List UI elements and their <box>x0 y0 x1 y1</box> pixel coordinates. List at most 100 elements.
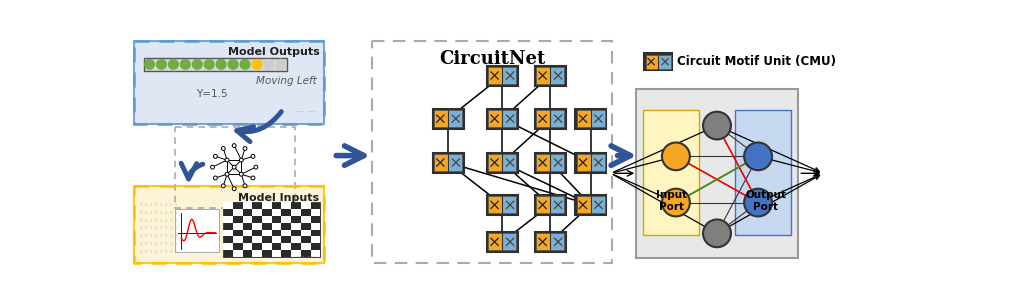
Bar <box>252 209 262 216</box>
Bar <box>486 232 518 252</box>
Bar <box>372 41 612 263</box>
Bar <box>310 223 321 230</box>
Circle shape <box>205 59 214 69</box>
Bar <box>449 154 462 171</box>
Bar <box>535 109 566 129</box>
Bar <box>134 41 324 124</box>
Bar <box>223 202 233 209</box>
Circle shape <box>144 59 155 69</box>
Bar <box>262 202 271 209</box>
Bar <box>233 236 243 243</box>
Bar <box>550 233 564 250</box>
Circle shape <box>243 184 247 188</box>
Text: l l l l l l l l: l l l l l l l l <box>140 211 178 215</box>
Bar <box>143 58 287 71</box>
Bar <box>301 243 310 250</box>
Bar <box>291 250 301 257</box>
Text: Input
Port: Input Port <box>655 190 687 212</box>
Circle shape <box>193 59 202 69</box>
Bar <box>243 230 252 236</box>
Circle shape <box>276 59 286 69</box>
Bar <box>233 250 243 257</box>
Bar <box>575 109 606 129</box>
Bar <box>488 233 503 250</box>
Circle shape <box>225 158 229 162</box>
Bar <box>577 110 591 127</box>
Bar <box>252 223 262 230</box>
Circle shape <box>232 187 237 191</box>
Circle shape <box>662 143 690 170</box>
Bar <box>282 243 291 250</box>
Bar <box>537 67 550 84</box>
Bar <box>577 196 591 213</box>
Bar <box>486 66 518 85</box>
Bar <box>486 153 518 172</box>
Circle shape <box>169 59 178 69</box>
Text: Moving Left: Moving Left <box>256 76 316 86</box>
Bar <box>658 55 671 69</box>
Text: l l l l l l l l: l l l l l l l l <box>140 219 178 223</box>
Bar <box>243 216 252 223</box>
Text: Circuit Motif Unit (CMU): Circuit Motif Unit (CMU) <box>677 55 836 68</box>
Bar <box>282 230 291 236</box>
Bar <box>488 67 503 84</box>
Bar <box>310 236 321 243</box>
Bar <box>449 110 462 127</box>
Bar <box>537 154 550 171</box>
Bar <box>174 127 295 208</box>
Bar <box>537 233 550 250</box>
Bar <box>537 196 550 213</box>
Bar <box>301 230 310 236</box>
Circle shape <box>240 158 244 162</box>
Text: ... ...: ... ... <box>296 105 316 114</box>
Bar <box>252 236 262 243</box>
Bar <box>262 230 271 236</box>
Bar <box>550 154 564 171</box>
Bar <box>488 110 503 127</box>
Bar <box>644 53 672 70</box>
Bar <box>550 196 564 213</box>
Bar <box>262 243 271 250</box>
Circle shape <box>254 165 258 169</box>
Bar <box>301 216 310 223</box>
Circle shape <box>225 172 229 176</box>
Circle shape <box>213 176 217 180</box>
Text: l l l l l l l l: l l l l l l l l <box>140 226 178 230</box>
Circle shape <box>264 59 273 69</box>
Bar <box>575 153 606 172</box>
Bar <box>282 216 291 223</box>
Circle shape <box>662 189 690 217</box>
Bar <box>735 110 791 235</box>
Circle shape <box>228 59 238 69</box>
Bar <box>291 209 301 216</box>
Circle shape <box>703 220 731 247</box>
Circle shape <box>744 143 772 170</box>
Bar <box>503 154 516 171</box>
Bar <box>174 210 219 252</box>
Bar <box>432 109 464 129</box>
Bar <box>310 250 321 257</box>
Bar <box>486 109 518 129</box>
Circle shape <box>240 172 244 176</box>
Bar <box>535 232 566 252</box>
Bar <box>643 110 699 235</box>
Bar <box>291 223 301 230</box>
Bar <box>243 202 252 209</box>
Bar <box>575 195 606 215</box>
Bar <box>432 153 464 172</box>
Bar <box>486 195 518 215</box>
Bar <box>223 216 233 223</box>
Bar <box>488 196 503 213</box>
Bar <box>537 110 550 127</box>
Circle shape <box>213 154 217 158</box>
Bar <box>134 41 324 124</box>
Bar <box>262 216 271 223</box>
Text: l l l l l l l l: l l l l l l l l <box>140 203 178 207</box>
Bar <box>271 250 282 257</box>
Bar <box>636 88 799 258</box>
Circle shape <box>251 176 255 180</box>
Bar <box>535 66 566 85</box>
Bar <box>503 196 516 213</box>
Circle shape <box>211 165 214 169</box>
Circle shape <box>251 154 255 158</box>
